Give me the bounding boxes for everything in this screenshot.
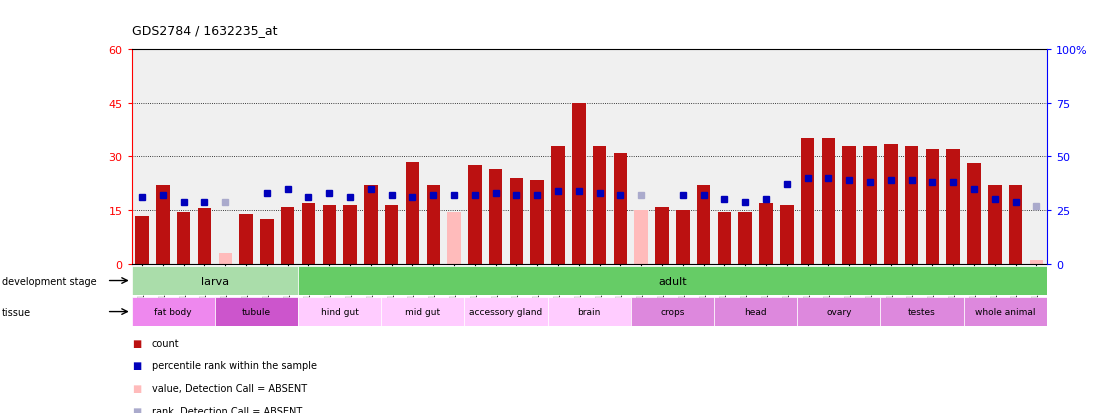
Bar <box>298 266 1047 295</box>
Bar <box>614 153 627 264</box>
Bar <box>573 103 586 264</box>
Bar <box>448 212 461 264</box>
Text: development stage: development stage <box>2 276 97 286</box>
Bar <box>821 139 835 264</box>
Text: percentile rank within the sample: percentile rank within the sample <box>152 361 317 370</box>
Bar <box>739 212 752 264</box>
Bar <box>884 145 897 264</box>
Text: whole animal: whole animal <box>975 307 1036 316</box>
Bar <box>759 204 772 264</box>
Text: ■: ■ <box>132 383 141 393</box>
Text: accessory gland: accessory gland <box>470 307 542 316</box>
Bar <box>655 207 668 264</box>
Bar <box>635 211 648 264</box>
Text: GDS2784 / 1632235_at: GDS2784 / 1632235_at <box>132 24 277 37</box>
Bar <box>489 169 502 264</box>
Bar <box>714 297 797 326</box>
Bar <box>156 185 170 264</box>
Text: rank, Detection Call = ABSENT: rank, Detection Call = ABSENT <box>152 406 302 413</box>
Bar <box>676 211 690 264</box>
Bar <box>548 297 631 326</box>
Text: testes: testes <box>908 307 936 316</box>
Bar <box>364 185 377 264</box>
Bar <box>135 216 148 264</box>
Bar <box>344 205 357 264</box>
Bar <box>468 166 482 264</box>
Bar <box>301 204 315 264</box>
Bar <box>801 139 815 264</box>
Bar <box>551 146 565 264</box>
Bar <box>925 150 940 264</box>
Bar <box>385 205 398 264</box>
Bar <box>718 212 731 264</box>
Bar <box>260 220 273 264</box>
Bar <box>797 297 881 326</box>
Text: crops: crops <box>661 307 684 316</box>
Bar <box>968 164 981 264</box>
Text: ■: ■ <box>132 338 141 348</box>
Bar <box>1030 261 1043 264</box>
Text: head: head <box>744 307 767 316</box>
Text: fat body: fat body <box>154 307 192 316</box>
Bar <box>177 212 191 264</box>
Bar <box>298 297 382 326</box>
Bar <box>780 205 793 264</box>
Bar <box>426 185 440 264</box>
Bar <box>963 297 1047 326</box>
Bar <box>593 146 606 264</box>
Text: value, Detection Call = ABSENT: value, Detection Call = ABSENT <box>152 383 307 393</box>
Bar <box>631 297 714 326</box>
Bar <box>406 162 420 264</box>
Text: tissue: tissue <box>2 307 31 317</box>
Bar <box>905 146 918 264</box>
Text: hind gut: hind gut <box>320 307 358 316</box>
Bar <box>1009 185 1022 264</box>
Bar <box>530 180 543 264</box>
Bar <box>239 214 253 264</box>
Bar <box>323 205 336 264</box>
Bar <box>464 297 548 326</box>
Text: ■: ■ <box>132 406 141 413</box>
Bar <box>219 254 232 264</box>
Bar <box>382 297 464 326</box>
Bar <box>281 207 295 264</box>
Bar <box>198 209 211 264</box>
Bar <box>988 185 1001 264</box>
Bar <box>132 297 215 326</box>
Text: mid gut: mid gut <box>405 307 441 316</box>
Bar <box>946 150 960 264</box>
Bar <box>132 266 298 295</box>
Text: tubule: tubule <box>242 307 271 316</box>
Bar <box>696 185 711 264</box>
Text: ■: ■ <box>132 361 141 370</box>
Text: adult: adult <box>658 276 686 286</box>
Text: larva: larva <box>201 276 229 286</box>
Text: ovary: ovary <box>826 307 852 316</box>
Text: brain: brain <box>578 307 600 316</box>
Bar <box>510 178 523 264</box>
Bar <box>843 146 856 264</box>
Bar <box>881 297 963 326</box>
Text: count: count <box>152 338 180 348</box>
Bar <box>864 146 877 264</box>
Bar <box>215 297 298 326</box>
